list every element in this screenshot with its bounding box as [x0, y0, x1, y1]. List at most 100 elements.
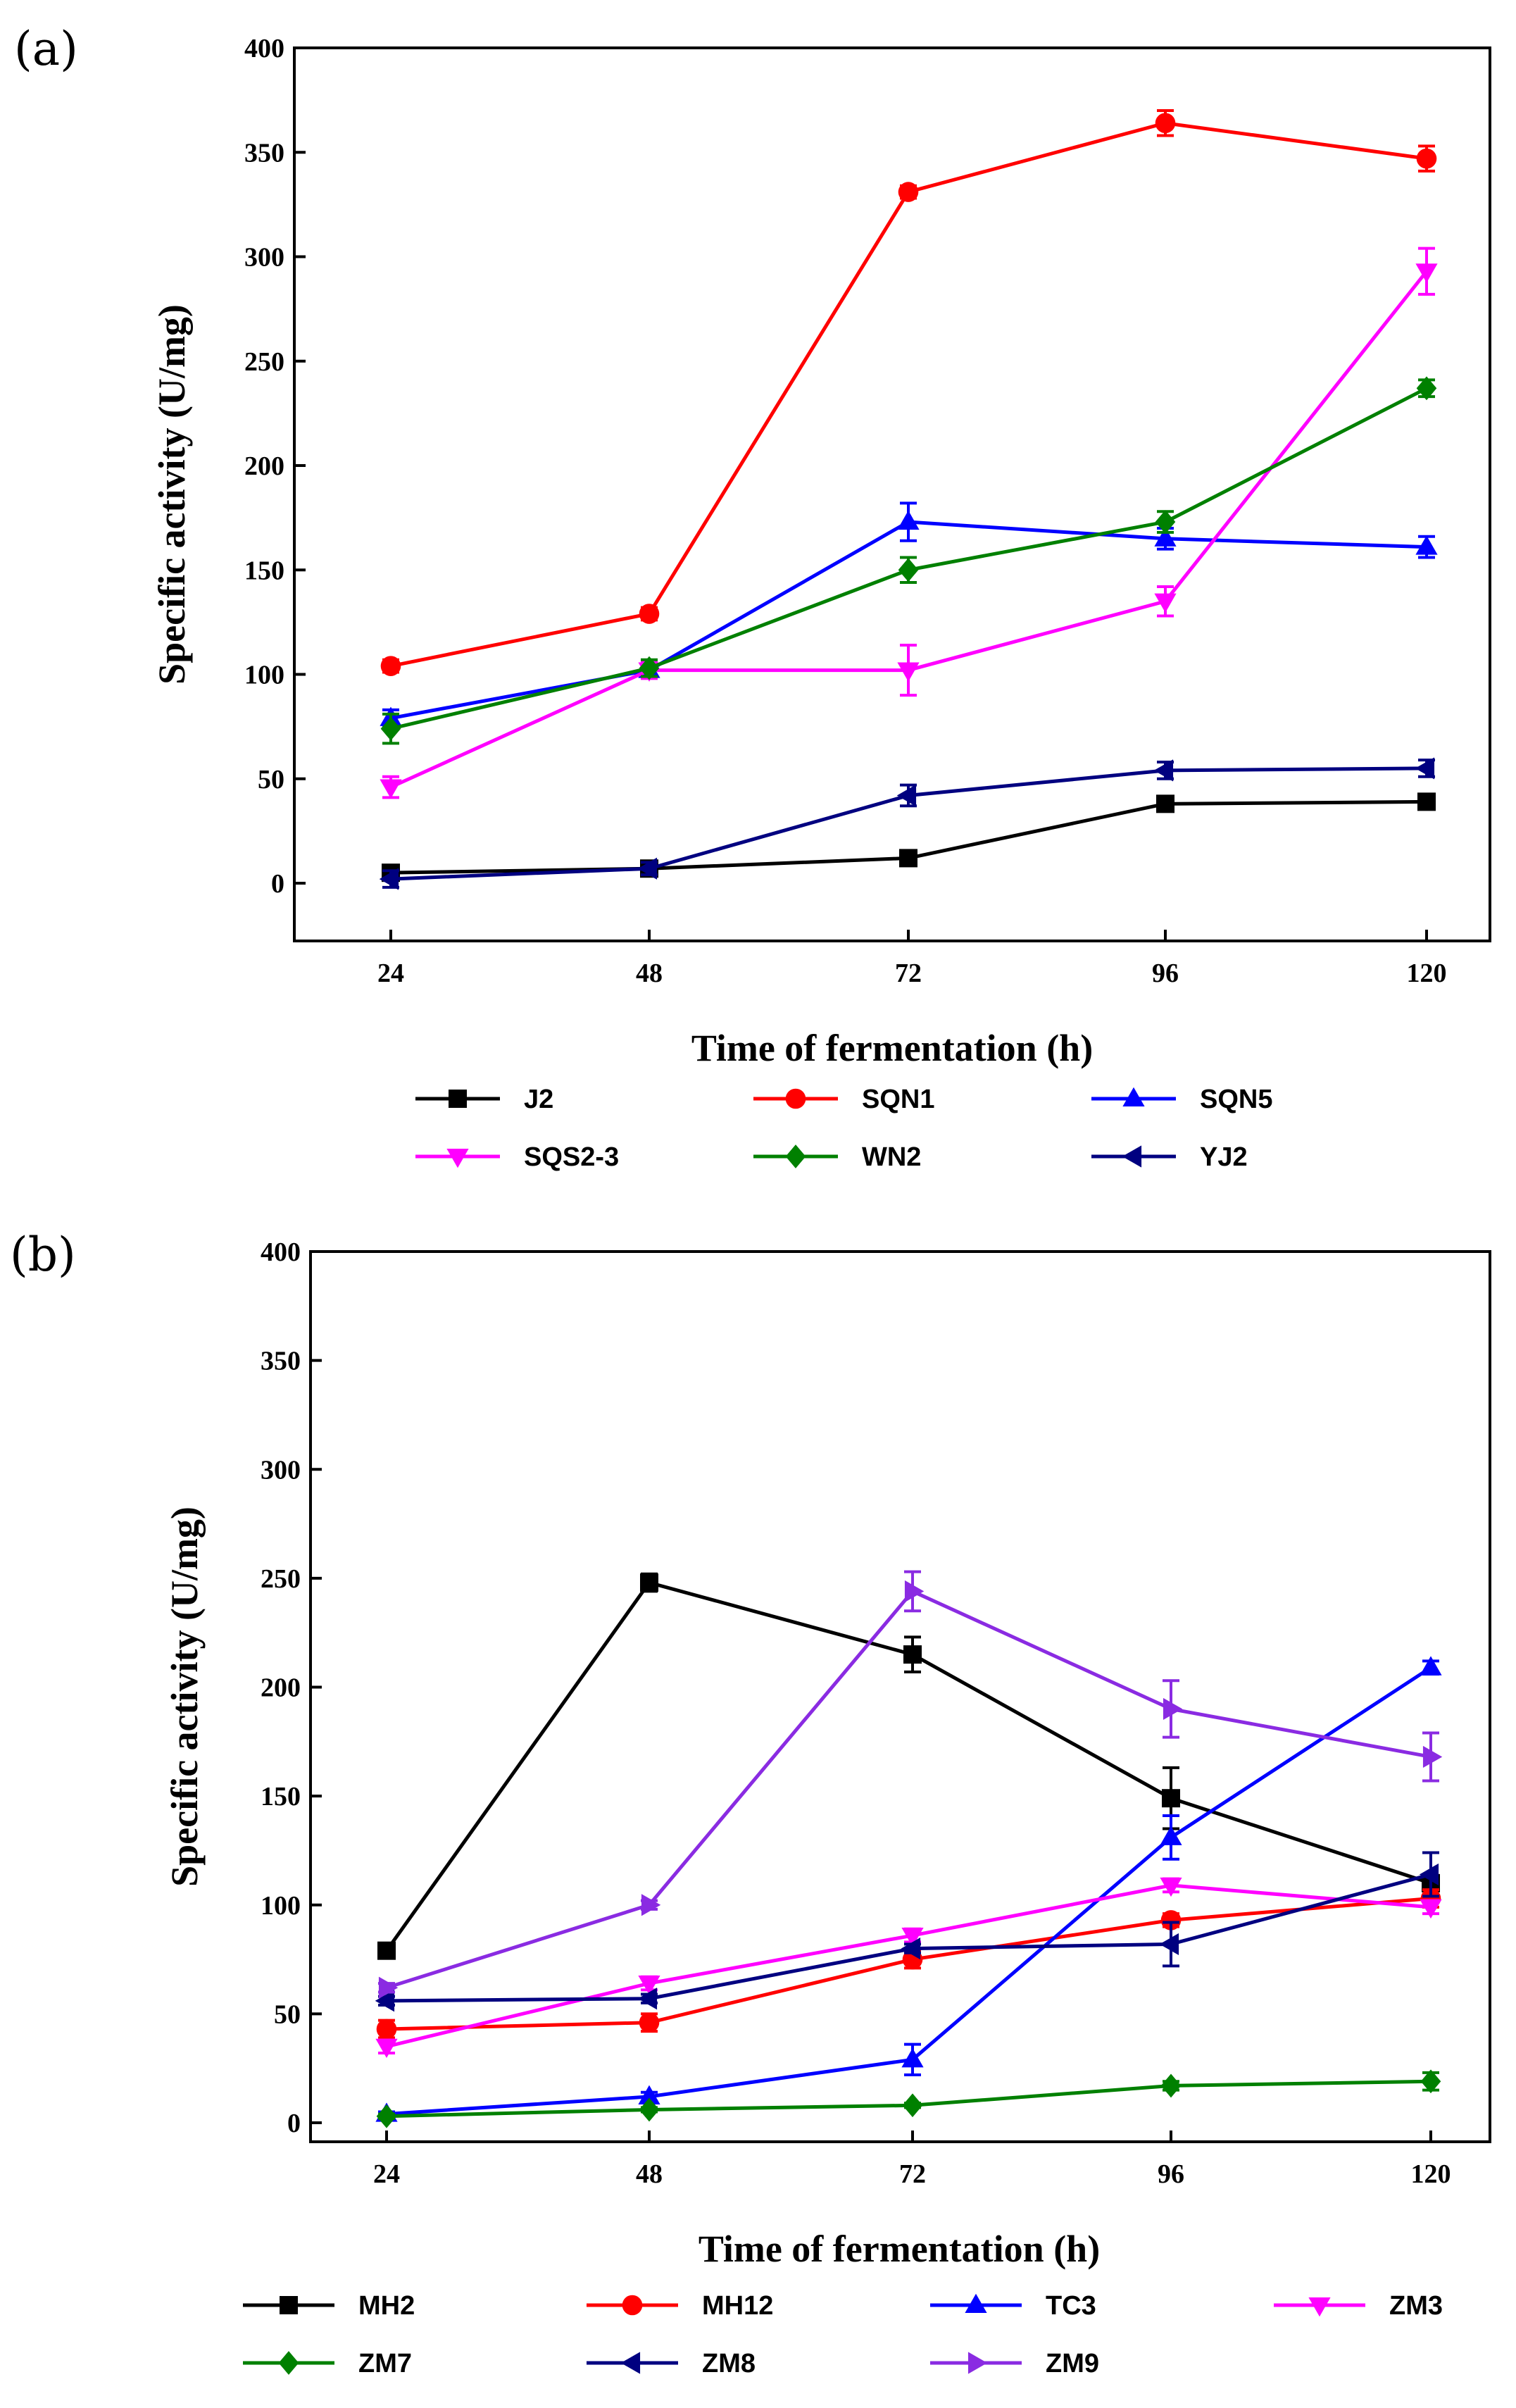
legend-item-sqn5: SQN5 [1091, 1085, 1272, 1114]
legend-item-tc3: TC3 [930, 2291, 1096, 2321]
y-tick-label: 250 [244, 347, 284, 377]
legend-marker-sqs2-3 [446, 1148, 469, 1168]
data-point-sqs2-3 [1415, 263, 1438, 283]
data-point-mh12 [639, 2012, 660, 2033]
data-point-mh2 [377, 1941, 396, 1960]
data-point-zm3 [638, 1976, 660, 1995]
legend-label-wn2: WN2 [862, 1142, 921, 1172]
data-point-zm7 [1160, 2073, 1182, 2098]
data-point-mh2 [903, 1645, 922, 1664]
legend-label-tc3: TC3 [1046, 2291, 1096, 2321]
series-zm8 [375, 1851, 1439, 2012]
y-tick-label: 350 [244, 138, 284, 168]
panel-a-y-axis-title: Specific activity (U/mg) [151, 304, 193, 685]
panel-b: (b) 0 50 100 150 200 250 300 350 400 24 48 72 96 120… [10, 1228, 1491, 2378]
data-point-zm8 [637, 1988, 658, 2010]
x-tick-label: 120 [1407, 959, 1447, 988]
x-tick-label: 96 [1158, 2159, 1184, 2189]
data-point-tc3 [638, 2085, 660, 2104]
y-tick-label: 150 [261, 1782, 301, 1811]
data-point-wn2 [1155, 510, 1176, 534]
data-point-j2 [899, 849, 917, 868]
legend-item-mh2: MH2 [243, 2291, 415, 2321]
data-point-zm7 [902, 2093, 923, 2118]
data-point-yj2 [379, 868, 399, 890]
legend-marker-mh12 [622, 2295, 643, 2316]
data-point-j2 [1156, 794, 1174, 813]
panel-a-plot-frame [293, 46, 1491, 942]
legend-marker-yj2 [1122, 1145, 1142, 1168]
panel-b-x-ticks: 24 48 72 96 120 [373, 2131, 1451, 2189]
x-tick-label: 96 [1152, 959, 1179, 988]
legend-label-zm3: ZM3 [1389, 2291, 1443, 2321]
data-point-sqs2-3 [897, 662, 920, 682]
series-mh12 [376, 1888, 1441, 2040]
y-tick-label: 200 [244, 451, 284, 481]
data-point-tc3 [1160, 1826, 1182, 1845]
panel-a-series [379, 108, 1438, 890]
data-point-mh2 [640, 1573, 658, 1592]
x-tick-label: 24 [373, 2159, 400, 2189]
panel-a-y-ticks: 0 50 100 150 200 250 300 350 400 [244, 34, 306, 899]
data-point-sqn1 [1155, 113, 1176, 134]
legend-item-wn2: WN2 [753, 1142, 921, 1172]
series-zm9 [378, 1570, 1443, 1999]
y-tick-label: 50 [274, 2000, 301, 2029]
legend-marker-mh2 [280, 2296, 298, 2314]
data-point-yj2 [896, 784, 917, 807]
x-tick-label: 48 [636, 959, 663, 988]
data-point-zm9 [1163, 1697, 1183, 1721]
series-zm7 [376, 2069, 1441, 2128]
panel-b-label: (b) [10, 1228, 76, 1282]
data-point-zm9 [641, 1894, 661, 1916]
data-point-j2 [1417, 792, 1436, 811]
legend-marker-tc3 [965, 2293, 987, 2314]
series-zm3 [375, 1877, 1442, 2059]
data-point-sqs2-3 [1154, 593, 1177, 613]
y-tick-label: 50 [258, 765, 284, 794]
data-point-mh12 [376, 2019, 397, 2040]
legend-marker-zm7 [278, 2351, 299, 2375]
panel-b-plot-frame [309, 1250, 1491, 2143]
data-point-zm3 [1160, 1877, 1182, 1897]
legend-marker-zm3 [1308, 2297, 1331, 2317]
y-tick-label: 100 [244, 661, 284, 690]
data-point-sqs2-3 [380, 779, 402, 799]
series-line-sqn1 [390, 121, 1427, 668]
legend-label-mh2: MH2 [358, 2291, 415, 2321]
series-mh2 [377, 1572, 1440, 1960]
data-point-zm3 [901, 1927, 924, 1947]
data-point-zm8 [1159, 1933, 1179, 1956]
data-point-zm9 [904, 1580, 925, 1603]
data-point-sqn1 [898, 182, 919, 202]
x-tick-label: 48 [636, 2159, 663, 2189]
data-point-tc3 [901, 2048, 924, 2068]
x-tick-label: 72 [899, 2159, 926, 2189]
panel-a-legend: J2 SQN1 SQN5 SQS2-3 WN2 YJ2 [415, 1085, 1272, 1172]
panel-b-y-ticks: 0 50 100 150 200 250 300 350 400 [261, 1237, 322, 2138]
y-tick-label: 250 [261, 1564, 301, 1594]
data-point-mh2 [1162, 1789, 1180, 1808]
data-point-sqn1 [380, 656, 401, 676]
y-tick-label: 150 [244, 556, 284, 585]
legend-item-yj2: YJ2 [1091, 1142, 1248, 1172]
data-point-zm3 [1420, 1899, 1442, 1919]
data-point-sqn1 [1416, 148, 1437, 169]
data-point-zm8 [1419, 1863, 1439, 1886]
legend-label-sqs2-3: SQS2-3 [524, 1142, 619, 1172]
panel-a-x-axis-title: Time of fermentation (h) [691, 1027, 1093, 1069]
legend-item-zm9: ZM9 [930, 2349, 1099, 2378]
legend-label-mh12: MH12 [702, 2291, 773, 2321]
legend-marker-sqn1 [785, 1088, 806, 1109]
legend-item-sqn1: SQN1 [753, 1085, 934, 1114]
legend-label-yj2: YJ2 [1200, 1142, 1248, 1172]
data-point-zm7 [376, 2104, 397, 2128]
data-point-wn2 [1416, 376, 1437, 401]
data-point-zm8 [901, 1938, 921, 1960]
data-point-wn2 [380, 716, 401, 741]
x-tick-label: 120 [1411, 2159, 1451, 2189]
data-point-zm9 [378, 1976, 399, 1999]
data-point-zm9 [1422, 1745, 1443, 1768]
legend-item-zm8: ZM8 [587, 2349, 756, 2378]
